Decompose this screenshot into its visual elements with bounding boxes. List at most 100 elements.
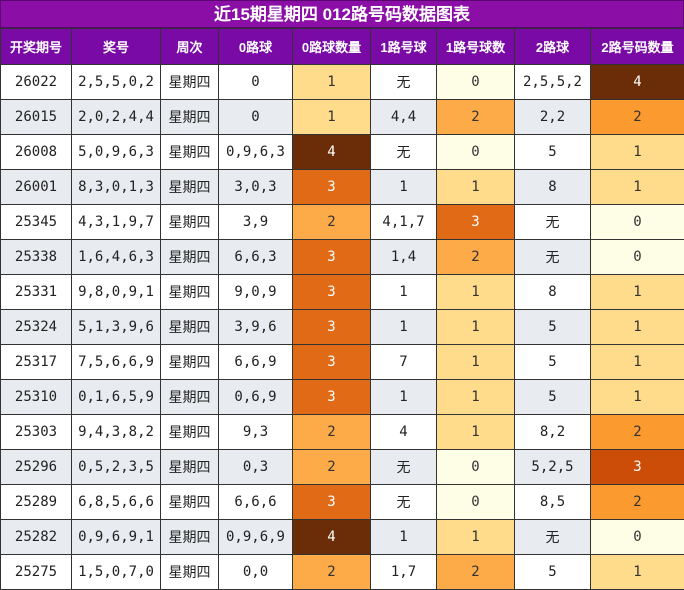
issue-cell: 25275 <box>1 555 72 590</box>
route2-count-cell: 1 <box>591 380 684 415</box>
issue-cell: 25310 <box>1 380 72 415</box>
route1-count-cell: 1 <box>437 310 515 345</box>
route2-balls-cell: 5 <box>515 135 591 170</box>
route0-count-cell: 2 <box>293 415 371 450</box>
issue-cell: 25324 <box>1 310 72 345</box>
route1-count-cell: 0 <box>437 65 515 100</box>
route2-balls-cell: 无 <box>515 520 591 555</box>
route2-balls-cell: 8 <box>515 170 591 205</box>
route1-count-cell: 1 <box>437 380 515 415</box>
route0-count-cell: 3 <box>293 275 371 310</box>
issue-cell: 26022 <box>1 65 72 100</box>
weekday-cell: 星期四 <box>161 310 219 345</box>
route1-balls-cell: 无 <box>371 450 437 485</box>
route0-balls-cell: 9,0,9 <box>219 275 293 310</box>
numbers-cell: 5,1,3,9,6 <box>72 310 161 345</box>
header-numbers: 奖号 <box>72 29 161 65</box>
issue-cell: 26015 <box>1 100 72 135</box>
route0-balls-cell: 0,9,6,9 <box>219 520 293 555</box>
route0-count-cell: 4 <box>293 135 371 170</box>
route2-balls-cell: 8,2 <box>515 415 591 450</box>
route1-balls-cell: 1 <box>371 275 437 310</box>
issue-cell: 26008 <box>1 135 72 170</box>
route0-count-cell: 3 <box>293 380 371 415</box>
route2-balls-cell: 2,5,5,2 <box>515 65 591 100</box>
route2-balls-cell: 5,2,5 <box>515 450 591 485</box>
route0-balls-cell: 3,9 <box>219 205 293 240</box>
route1-balls-cell: 4,1,7 <box>371 205 437 240</box>
weekday-cell: 星期四 <box>161 240 219 275</box>
issue-cell: 25282 <box>1 520 72 555</box>
route0-count-cell: 3 <box>293 485 371 520</box>
issue-cell: 25296 <box>1 450 72 485</box>
numbers-cell: 0,9,6,9,1 <box>72 520 161 555</box>
weekday-cell: 星期四 <box>161 380 219 415</box>
weekday-cell: 星期四 <box>161 520 219 555</box>
route1-balls-cell: 1,7 <box>371 555 437 590</box>
route0-count-cell: 3 <box>293 345 371 380</box>
header-weekday: 周次 <box>161 29 219 65</box>
route0-balls-cell: 0,6,9 <box>219 380 293 415</box>
weekday-cell: 星期四 <box>161 485 219 520</box>
route1-count-cell: 1 <box>437 170 515 205</box>
route2-balls-cell: 无 <box>515 240 591 275</box>
issue-cell: 26001 <box>1 170 72 205</box>
numbers-cell: 2,5,5,0,2 <box>72 65 161 100</box>
route2-balls-cell: 5 <box>515 345 591 380</box>
route1-count-cell: 2 <box>437 240 515 275</box>
numbers-cell: 4,3,1,9,7 <box>72 205 161 240</box>
issue-cell: 25345 <box>1 205 72 240</box>
header-issue: 开奖期号 <box>1 29 72 65</box>
weekday-cell: 星期四 <box>161 205 219 240</box>
route2-balls-cell: 5 <box>515 380 591 415</box>
route2-count-cell: 1 <box>591 135 684 170</box>
route1-balls-cell: 1 <box>371 380 437 415</box>
route0-balls-cell: 0 <box>219 65 293 100</box>
route1-balls-cell: 1 <box>371 310 437 345</box>
route2-balls-cell: 无 <box>515 205 591 240</box>
route0-count-cell: 1 <box>293 65 371 100</box>
route2-count-cell: 0 <box>591 240 684 275</box>
issue-cell: 25338 <box>1 240 72 275</box>
route2-count-cell: 0 <box>591 520 684 555</box>
route1-balls-cell: 无 <box>371 65 437 100</box>
header-route2-count: 2路号码数量 <box>591 29 684 65</box>
route1-count-cell: 1 <box>437 345 515 380</box>
issue-cell: 25331 <box>1 275 72 310</box>
weekday-cell: 星期四 <box>161 345 219 380</box>
route0-balls-cell: 3,0,3 <box>219 170 293 205</box>
route2-count-cell: 1 <box>591 555 684 590</box>
route1-count-cell: 1 <box>437 520 515 555</box>
route2-balls-cell: 5 <box>515 555 591 590</box>
route1-count-cell: 0 <box>437 135 515 170</box>
route0-balls-cell: 6,6,6 <box>219 485 293 520</box>
route2-count-cell: 1 <box>591 275 684 310</box>
route0-count-cell: 4 <box>293 520 371 555</box>
route1-count-cell: 1 <box>437 415 515 450</box>
route1-balls-cell: 4 <box>371 415 437 450</box>
route1-balls-cell: 1 <box>371 520 437 555</box>
numbers-cell: 9,8,0,9,1 <box>72 275 161 310</box>
header-route2: 2路球 <box>515 29 591 65</box>
weekday-cell: 星期四 <box>161 170 219 205</box>
route2-count-cell: 1 <box>591 310 684 345</box>
route1-count-cell: 0 <box>437 485 515 520</box>
weekday-cell: 星期四 <box>161 100 219 135</box>
header-route0: 0路球 <box>219 29 293 65</box>
weekday-cell: 星期四 <box>161 555 219 590</box>
route2-balls-cell: 8 <box>515 275 591 310</box>
route2-count-cell: 1 <box>591 345 684 380</box>
issue-cell: 25289 <box>1 485 72 520</box>
weekday-cell: 星期四 <box>161 135 219 170</box>
route0-count-cell: 3 <box>293 240 371 275</box>
route2-count-cell: 0 <box>591 205 684 240</box>
